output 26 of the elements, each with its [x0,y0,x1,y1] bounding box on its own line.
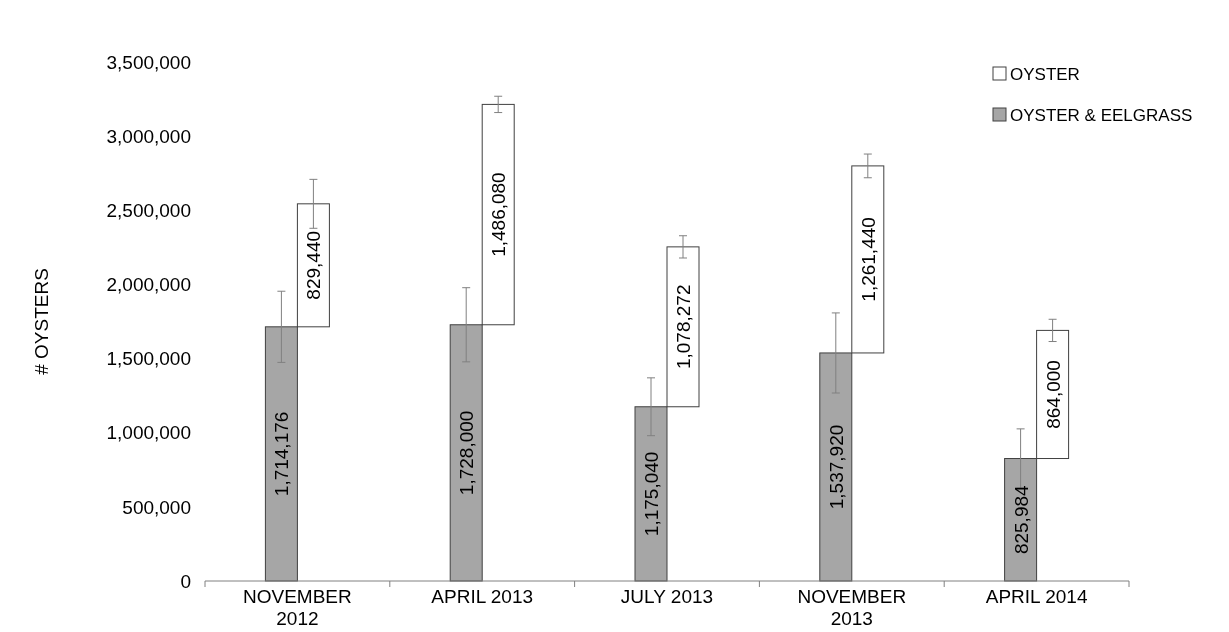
data-label: 829,440 [303,230,325,300]
x-tick-label: JULY 2013 [620,586,714,607]
legend-label: OYSTER [1010,64,1080,84]
y-tick-label: 1,000,000 [106,422,191,444]
data-label: 1,261,440 [857,217,879,302]
data-label: 1,078,272 [673,284,694,370]
data-label: 1,728,000 [456,410,478,496]
data-label: 1,714,176 [271,411,293,497]
x-tick-label: APRIL 2014 [985,586,1088,607]
y-tick-label: 1,500,000 [106,348,191,370]
data-label: 1,486,080 [488,172,510,257]
x-tick-label: NOVEMBER 2013 [797,586,907,629]
y-axis-title: # OYSTERS [31,268,52,375]
x-tick-label: APRIL 2013 [431,586,534,607]
y-tick-label: 500,000 [122,496,191,518]
y-tick-label: 0 [180,570,191,592]
data-label: 825,984 [1010,484,1032,555]
y-tick-label: 3,500,000 [106,51,191,73]
data-label: 864,000 [1042,360,1064,429]
y-tick-label: 2,000,000 [106,274,191,296]
x-tick-label: NOVEMBER 2012 [243,586,352,629]
legend-label: OYSTER & EELGRASS [1010,105,1193,125]
y-tick-label: 2,500,000 [106,199,191,221]
data-label: 1,537,920 [825,424,847,510]
data-label: 1,175,040 [641,451,662,537]
y-tick-label: 3,000,000 [106,125,191,147]
